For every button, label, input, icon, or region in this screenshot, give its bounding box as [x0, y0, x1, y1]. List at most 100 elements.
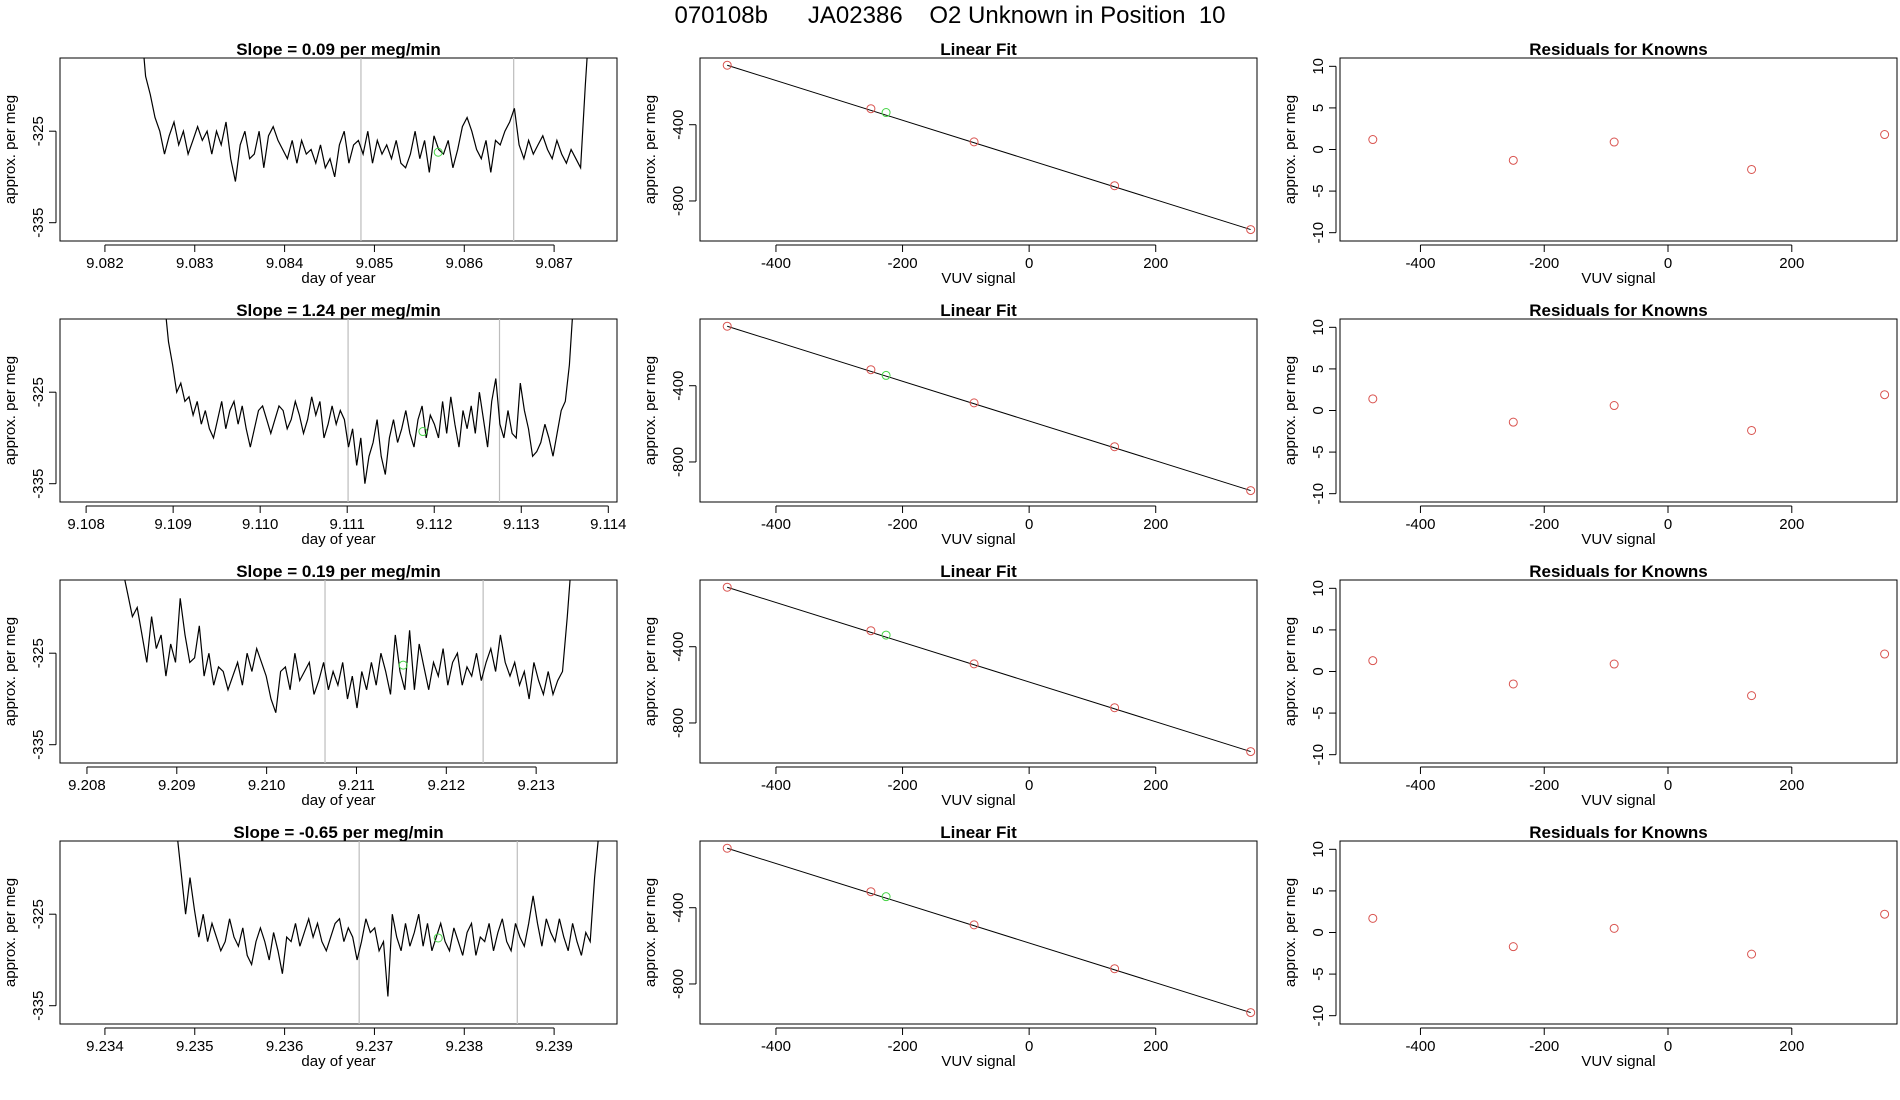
x-tick-label: -400: [761, 777, 791, 794]
y-tick-label: 5: [1310, 626, 1327, 634]
y-tick-label: -800: [670, 969, 687, 999]
unknown-point: [433, 933, 443, 943]
x-axis-label: VUV signal: [941, 1053, 1015, 1070]
x-tick-label: 0: [1664, 777, 1672, 794]
x-tick-label: 9.210: [248, 777, 286, 794]
y-tick-label: 0: [1310, 928, 1327, 936]
x-tick-label: 0: [1664, 1038, 1672, 1055]
known-point: [866, 365, 876, 375]
residuals-panel: -400 -200 0 200 VUV signal -10 -5 0 5 10 approx. p…: [1282, 40, 1898, 287]
y-tick-label: -325: [30, 377, 47, 407]
series-line: [165, 319, 573, 484]
y-tick-label: -5: [1310, 967, 1327, 980]
y-tick-label: -335: [30, 469, 47, 499]
y-axis-label: approx. per meg: [2, 617, 19, 726]
residual-point: [1368, 656, 1378, 666]
x-tick-label: 9.083: [176, 255, 214, 272]
x-tick-label: 0: [1664, 516, 1672, 533]
x-tick-label: 9.086: [446, 255, 484, 272]
y-axis-label: approx. per meg: [2, 356, 19, 465]
x-tick-label: 0: [1025, 255, 1033, 272]
y-tick-label: -5: [1310, 184, 1327, 197]
y-axis-label: approx. per meg: [1282, 95, 1299, 204]
x-tick-label: -200: [888, 1038, 918, 1055]
fit-line: [727, 325, 1251, 492]
known-point: [1110, 442, 1120, 452]
residual-point: [1747, 691, 1757, 701]
x-tick-label: 9.108: [67, 516, 105, 533]
panel-row-4: 9.234 9.235 9.236 9.237 9.238 9.239 day of yea…: [2, 823, 1898, 1070]
panel-row-3: 9.208 9.209 9.210 9.211 9.212 9.213 day of yea…: [2, 562, 1898, 809]
y-tick-label: -400: [670, 632, 687, 662]
residual-point: [1880, 130, 1890, 140]
y-axis-label: approx. per meg: [642, 617, 659, 726]
known-point: [866, 626, 876, 636]
panel-title: Residuals for Knowns: [1529, 40, 1708, 59]
known-point: [1110, 181, 1120, 191]
series-line: [124, 580, 571, 713]
y-axis-label: approx. per meg: [642, 356, 659, 465]
x-axis-label: day of year: [301, 531, 375, 548]
page-title: 070108b JA02386 O2 Unknown in Position 1…: [674, 2, 1226, 29]
y-tick-label: -800: [670, 447, 687, 477]
x-tick-label: 0: [1025, 1038, 1033, 1055]
known-point: [969, 137, 979, 147]
time-series-panel: 9.082 9.083 9.084 9.085 9.086 9.087 day of yea…: [2, 40, 618, 287]
x-tick-label: 0: [1664, 255, 1672, 272]
x-tick-label: 9.109: [154, 516, 192, 533]
y-tick-label: -335: [30, 991, 47, 1021]
x-tick-label: 9.085: [356, 255, 394, 272]
x-tick-label: 0: [1025, 516, 1033, 533]
known-point: [722, 321, 732, 331]
y-axis-label: approx. per meg: [1282, 878, 1299, 987]
residual-point: [1609, 137, 1619, 147]
plot-frame: [59, 318, 618, 503]
x-tick-label: -400: [761, 1038, 791, 1055]
x-tick-label: 9.112: [416, 516, 452, 533]
unknown-point: [881, 630, 891, 640]
x-tick-label: 9.234: [86, 1038, 124, 1055]
x-tick-label: 200: [1779, 1038, 1804, 1055]
residual-point: [1747, 164, 1757, 174]
plot-frame: [1339, 579, 1898, 764]
x-tick-label: 200: [1143, 255, 1168, 272]
y-tick-label: 0: [1310, 667, 1327, 675]
residual-point: [1508, 942, 1518, 952]
y-tick-label: -5: [1310, 445, 1327, 458]
x-axis-label: VUV signal: [941, 531, 1015, 548]
plot-frame: [699, 57, 1258, 242]
y-tick-label: 0: [1310, 145, 1327, 153]
y-tick-label: -325: [30, 638, 47, 668]
panel-title: Linear Fit: [940, 823, 1017, 842]
x-tick-label: 9.208: [68, 777, 106, 794]
x-tick-label: 9.113: [503, 516, 539, 533]
y-tick-label: -800: [670, 186, 687, 216]
x-tick-label: -200: [1529, 516, 1559, 533]
y-axis-label: approx. per meg: [1282, 617, 1299, 726]
y-tick-label: -10: [1310, 483, 1327, 505]
series-line: [143, 58, 588, 182]
y-tick-label: -10: [1310, 744, 1327, 766]
x-tick-label: -400: [761, 516, 791, 533]
x-tick-label: 9.236: [266, 1038, 304, 1055]
y-tick-label: -400: [670, 110, 687, 140]
y-tick-label: 10: [1310, 580, 1327, 597]
x-axis-label: VUV signal: [941, 792, 1015, 809]
x-tick-label: -400: [761, 255, 791, 272]
x-tick-label: 9.114: [590, 516, 626, 533]
y-tick-label: 5: [1310, 104, 1327, 112]
x-tick-label: 9.111: [330, 516, 365, 533]
panel-title: Linear Fit: [940, 301, 1017, 320]
known-point: [1110, 964, 1120, 974]
x-axis-label: VUV signal: [1581, 1053, 1655, 1070]
y-tick-label: -10: [1310, 222, 1327, 244]
x-tick-label: 9.237: [356, 1038, 394, 1055]
known-point: [722, 582, 732, 592]
series-line: [177, 841, 599, 997]
plot-frame: [1339, 318, 1898, 503]
x-axis-label: VUV signal: [1581, 792, 1655, 809]
known-point: [722, 843, 732, 853]
unknown-point: [881, 108, 891, 118]
x-tick-label: 9.087: [535, 255, 573, 272]
